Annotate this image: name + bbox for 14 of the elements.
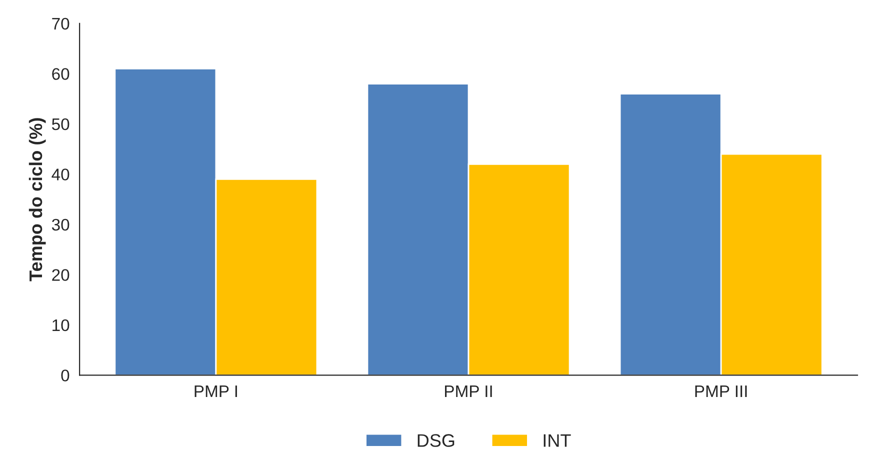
y-tick-label: 70 <box>52 18 70 30</box>
y-tick-label: 10 <box>52 319 70 332</box>
x-tick-label: PMP I <box>194 386 237 397</box>
y-tick-label: 50 <box>52 118 70 130</box>
legend-label: DSG <box>418 434 454 447</box>
y-tick-label: 30 <box>52 218 70 231</box>
x-tick-label: PMP II <box>445 386 492 397</box>
y-tick-label: 40 <box>52 168 70 180</box>
legend-label: INT <box>544 434 571 447</box>
y-tick-label: 20 <box>52 269 70 281</box>
x-tick-label: PMP III <box>695 386 747 397</box>
y-tick-label: 0 <box>61 370 70 382</box>
y-tick-label: 60 <box>52 68 70 80</box>
y-axis-title: Tempo do ciclo (%) <box>28 118 46 282</box>
